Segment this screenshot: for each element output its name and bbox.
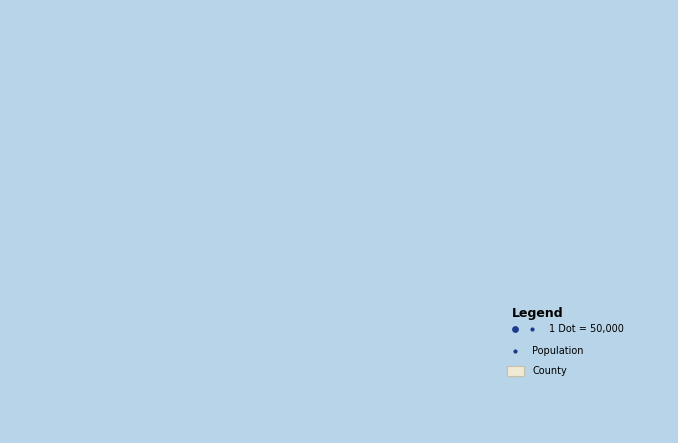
Point — [510, 326, 521, 333]
Text: County: County — [532, 366, 567, 376]
Text: Legend: Legend — [512, 307, 563, 320]
Point — [527, 326, 538, 333]
FancyBboxPatch shape — [507, 366, 523, 376]
Text: 1 Dot = 50,000: 1 Dot = 50,000 — [549, 324, 624, 334]
Text: Population: Population — [532, 346, 584, 356]
Point — [510, 347, 521, 354]
